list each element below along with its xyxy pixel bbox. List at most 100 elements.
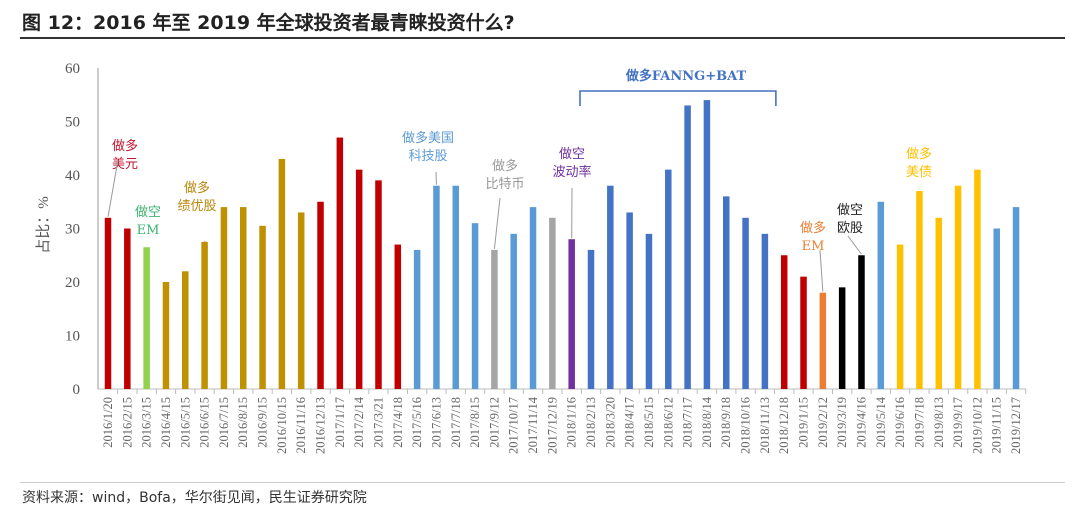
x-tick-label: 2016/2/15	[120, 397, 134, 448]
bracket	[579, 90, 777, 106]
bar	[819, 292, 827, 389]
annotation-leader-line	[847, 235, 862, 255]
annotation-label: 做多FANNG+BAT	[625, 68, 747, 84]
bar	[722, 196, 730, 389]
x-tick-label: 2017/6/13	[429, 397, 443, 448]
annotation-leader-line	[107, 159, 119, 217]
x-tick-label: 2019/4/16	[854, 397, 868, 448]
bar	[182, 271, 189, 389]
annotation-label: 做空	[559, 147, 585, 162]
x-tick-label: 2016/7/15	[217, 397, 231, 448]
x-tick-label: 2019/2/12	[816, 397, 830, 448]
bar	[375, 180, 382, 389]
annotation-label: EM	[802, 239, 825, 254]
y-tick-label: 10	[65, 329, 80, 345]
x-tick-label: 2019/10/12	[970, 397, 984, 454]
bar	[413, 249, 421, 389]
x-tick-label: 2018/12/18	[777, 397, 791, 454]
x-tick-label: 2019/9/17	[951, 397, 965, 448]
x-tick-label: 2017/12/19	[545, 397, 559, 454]
bar	[278, 158, 286, 389]
bar	[491, 249, 498, 389]
x-tick-label: 2016/4/15	[159, 397, 173, 448]
x-tick-label: 2018/2/13	[584, 397, 598, 448]
x-tick-label: 2017/4/18	[391, 397, 405, 448]
x-tick-label: 2017/11/14	[526, 396, 540, 453]
bar	[471, 223, 479, 389]
bar	[742, 217, 749, 389]
x-tick-label: 2018/4/17	[623, 397, 637, 448]
bar	[761, 233, 769, 389]
annotation-label: 做多	[800, 220, 826, 236]
bar	[896, 244, 904, 389]
bar	[297, 212, 305, 389]
bar	[645, 233, 653, 389]
bar	[587, 249, 595, 389]
bar	[607, 185, 614, 389]
x-tick-label: 2018/5/15	[642, 397, 656, 448]
x-tick-label: 2016/3/15	[140, 397, 154, 448]
bar	[800, 276, 807, 389]
bar	[974, 169, 981, 389]
bar	[355, 169, 363, 389]
y-tick-label: 60	[65, 61, 80, 77]
bar	[877, 201, 885, 389]
x-tick-label: 2019/6/16	[893, 397, 907, 448]
bar	[317, 201, 324, 389]
annotation-label: 科技股	[408, 149, 447, 164]
bar	[201, 241, 208, 389]
y-tick-label: 40	[65, 168, 80, 184]
bar	[703, 100, 711, 389]
bar	[954, 185, 962, 389]
bar	[336, 137, 344, 389]
bar	[935, 217, 943, 389]
x-tick-label: 2019/8/13	[932, 397, 946, 448]
x-tick-label: 2016/10/15	[275, 397, 289, 454]
annotation-label: 做多	[492, 158, 518, 174]
x-tick-label: 2018/11/13	[758, 397, 772, 453]
y-tick-label: 30	[65, 222, 80, 238]
annotation-label: 做多	[184, 180, 210, 196]
x-tick-label: 2016/1/20	[101, 397, 115, 448]
bar	[529, 207, 537, 389]
bar	[684, 105, 691, 389]
annotation-label: 做空	[135, 205, 161, 220]
x-tick-label: 2018/9/18	[719, 397, 733, 448]
annotation-label: 做多	[112, 138, 138, 154]
y-tick-label: 0	[73, 382, 81, 398]
bar	[124, 228, 131, 389]
x-tick-label: 2019/11/15	[990, 397, 1004, 453]
annotation-label: 做多	[906, 146, 932, 162]
annotation-label: 比特币	[485, 177, 524, 192]
y-tick-label: 50	[65, 115, 80, 131]
y-axis-label: 占比：%	[35, 196, 52, 254]
x-tick-label: 2018/6/12	[661, 397, 675, 448]
x-tick-label: 2017/2/14	[352, 396, 366, 447]
x-tick-label: 2017/9/12	[487, 397, 501, 448]
x-tick-label: 2017/10/17	[507, 397, 521, 454]
bar	[916, 191, 923, 389]
source-note: 资料来源：wind，Bofa，华尔街见闻，民生证券研究院	[22, 490, 367, 506]
figure-title: 图 12：2016 年至 2019 年全球投资者最青睐投资什么?	[22, 12, 515, 34]
bar	[239, 207, 247, 389]
annotation-label: 做空	[837, 203, 863, 218]
x-tick-label: 2018/8/14	[700, 396, 714, 447]
x-tick-label: 2017/5/16	[410, 397, 424, 448]
bar	[143, 247, 150, 389]
x-tick-label: 2017/1/17	[333, 397, 347, 448]
bar	[394, 244, 402, 389]
x-tick-label: 2018/10/16	[739, 397, 753, 454]
x-tick-label: 2018/3/20	[603, 397, 617, 448]
bar	[452, 185, 460, 389]
x-tick-label: 2016/8/15	[236, 397, 250, 448]
bar	[510, 233, 517, 389]
y-tick-label: 20	[65, 275, 80, 291]
bar	[1012, 207, 1020, 389]
annotation-label: 欧股	[837, 221, 863, 236]
bar	[626, 212, 633, 389]
x-tick-label: 2019/1/15	[797, 397, 811, 448]
x-tick-label: 2017/8/15	[468, 397, 482, 448]
bar	[433, 185, 440, 389]
annotation-label: EM	[137, 223, 160, 238]
